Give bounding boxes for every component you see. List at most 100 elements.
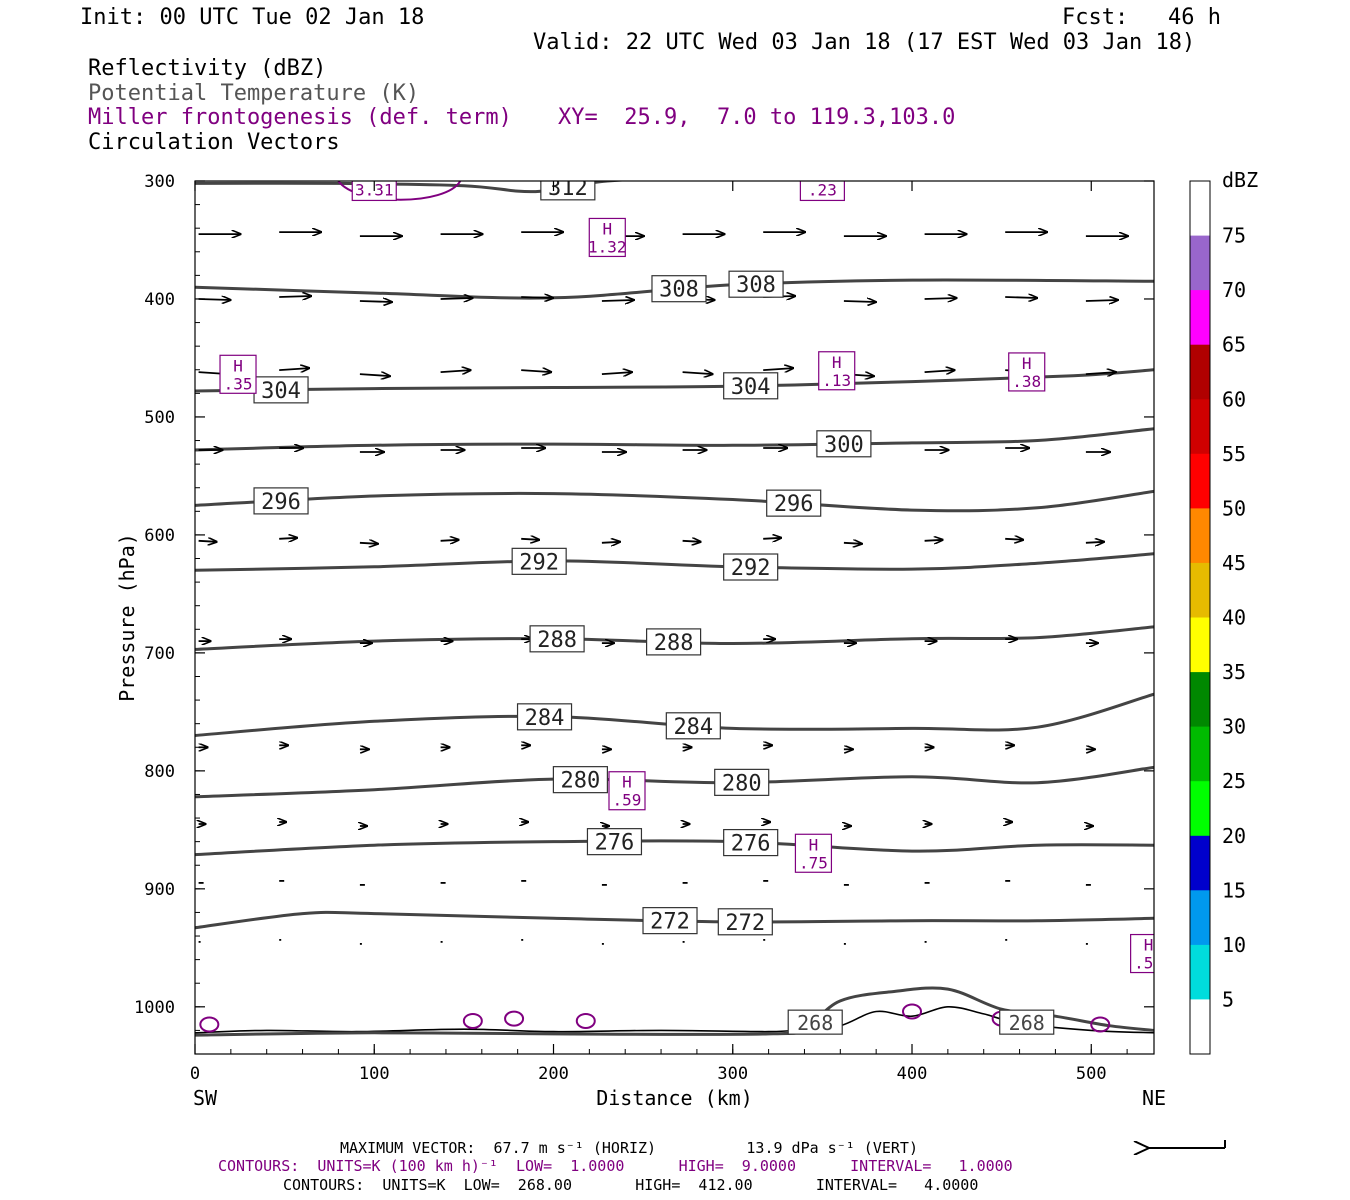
theta-label: 308 xyxy=(659,278,699,303)
x-tick-label: 400 xyxy=(897,1064,928,1084)
theta-label: 284 xyxy=(673,715,713,740)
frontogenesis-high-marker: H xyxy=(233,356,243,375)
theta-label: 292 xyxy=(519,550,559,575)
colorbar-label: 30 xyxy=(1222,715,1246,739)
frontogenesis-contour xyxy=(504,1010,525,1027)
colorbar-frame xyxy=(1189,180,1211,1055)
init-time: Init: 00 UTC Tue 02 Jan 18 xyxy=(80,5,425,30)
theta-label-box xyxy=(816,430,872,458)
circulation-vector xyxy=(521,539,539,540)
theta-label-box xyxy=(651,275,707,303)
colorbar-segment xyxy=(1190,999,1210,1055)
frontogenesis-contour xyxy=(337,181,462,201)
colorbar-label: 20 xyxy=(1222,824,1246,848)
circulation-vector xyxy=(279,538,297,539)
colorbar-segment xyxy=(1190,890,1210,946)
forecast-hour: Fcst: 46 h xyxy=(1062,5,1221,30)
colorbar-segment xyxy=(1190,344,1210,400)
plot-frame xyxy=(194,180,1155,1055)
circulation-vector xyxy=(601,300,634,301)
theta-label-box xyxy=(253,487,309,515)
frontogenesis-high-marker: H xyxy=(622,773,632,792)
colorbar-segment xyxy=(1190,290,1210,345)
theta-label-box xyxy=(642,907,698,935)
frontogenesis-high-box xyxy=(794,833,833,873)
theta-contour-292 xyxy=(195,552,1154,572)
theta-label-box xyxy=(766,489,822,517)
circulation-vector xyxy=(1085,372,1116,374)
x-tick-label: 200 xyxy=(538,1064,569,1084)
x-tick-label: 300 xyxy=(717,1064,748,1084)
frontogenesis-high-marker: H xyxy=(1144,936,1154,955)
circulation-vector xyxy=(279,296,311,297)
circulation-vector xyxy=(682,372,713,374)
circulation-vector xyxy=(843,543,862,544)
frontogenesis-high-marker: H xyxy=(809,835,819,854)
circulation-vector xyxy=(763,538,781,539)
field-reflectivity: Reflectivity (dBZ) xyxy=(88,56,327,81)
theta-label: 304 xyxy=(731,375,771,400)
theta-label-box xyxy=(253,376,309,404)
circulation-vector xyxy=(521,297,553,298)
colorbar-label: 60 xyxy=(1222,387,1246,411)
circulation-vector xyxy=(924,298,957,299)
frontogenesis-contour xyxy=(575,1012,596,1029)
theta-label-box xyxy=(511,547,567,575)
theta-label-box xyxy=(714,768,770,796)
field-frontogenesis: Miller frontogenesis (def. term) xyxy=(88,105,512,130)
circulation-vector xyxy=(924,370,955,372)
theta-label-box xyxy=(516,703,573,731)
theta-contour-276 xyxy=(195,839,1154,857)
y-tick-label: 400 xyxy=(144,290,175,310)
theta-label-box xyxy=(717,908,773,936)
frontogenesis-high-value: 1.32 xyxy=(588,237,627,256)
frontogenesis-high-box xyxy=(588,217,626,258)
theta-label-box xyxy=(665,712,721,740)
x-tick-label: 500 xyxy=(1076,1064,1107,1084)
theta-label-box xyxy=(723,553,779,581)
colorbar-label: 25 xyxy=(1222,769,1246,793)
theta-label: 276 xyxy=(731,832,771,857)
frontogenesis-contour xyxy=(1090,1016,1111,1033)
frontogenesis-high-value: .57 xyxy=(1134,954,1163,973)
colorbar-title: dBZ xyxy=(1222,168,1258,192)
circulation-vector xyxy=(279,368,309,370)
y-tick-label: 500 xyxy=(144,408,175,428)
colorbar-segment xyxy=(1190,835,1210,891)
colorbar-segment xyxy=(1190,726,1210,782)
frontogenesis-high-box xyxy=(1008,352,1046,392)
frontogenesis-high-value: .38 xyxy=(1012,372,1041,391)
theta-label: 288 xyxy=(654,631,694,656)
theta-label: 312 xyxy=(548,176,588,201)
theta-contour-312 xyxy=(195,181,630,194)
terrain-label: 268 xyxy=(797,1011,833,1035)
valid-time: Valid: 22 UTC Wed 03 Jan 18 (17 EST Wed … xyxy=(533,30,1196,55)
frontogenesis-label: .23 xyxy=(808,180,837,199)
frontogenesis-high-value: .75 xyxy=(799,853,828,872)
colorbar-label: 65 xyxy=(1222,333,1246,357)
theta-label: 276 xyxy=(595,831,635,856)
theta-label-box xyxy=(646,628,702,656)
colorbar-label: 70 xyxy=(1222,278,1246,302)
frontogenesis-high-value: .59 xyxy=(613,791,642,810)
colorbar-label: 55 xyxy=(1222,442,1246,466)
colorbar-segment xyxy=(1190,562,1210,618)
cross-section-endpoints: XY= 25.9, 7.0 to 119.3,103.0 xyxy=(558,105,956,130)
x-tick-label: 100 xyxy=(359,1064,390,1084)
colorbar-segment xyxy=(1190,235,1210,291)
colorbar-segment xyxy=(1190,944,1210,1000)
circulation-vector xyxy=(440,370,471,372)
colorbar-label: 75 xyxy=(1222,224,1246,248)
theta-label: 280 xyxy=(561,769,601,794)
frontogenesis-contour-note: CONTOURS: UNITS=K (100 km h)⁻¹ LOW= 1.00… xyxy=(218,1157,1013,1175)
circulation-vector xyxy=(1005,297,1037,298)
circulation-vector xyxy=(601,372,632,374)
frontogenesis-high-marker: H xyxy=(602,219,612,238)
theta-label: 288 xyxy=(537,628,577,653)
theta-label: 284 xyxy=(525,706,565,731)
theta-contour-280 xyxy=(195,765,1154,799)
theta-label: 292 xyxy=(731,556,771,581)
field-theta: Potential Temperature (K) xyxy=(88,81,420,106)
circulation-vector xyxy=(359,543,378,544)
x-axis-label: Distance (km) xyxy=(596,1086,753,1110)
